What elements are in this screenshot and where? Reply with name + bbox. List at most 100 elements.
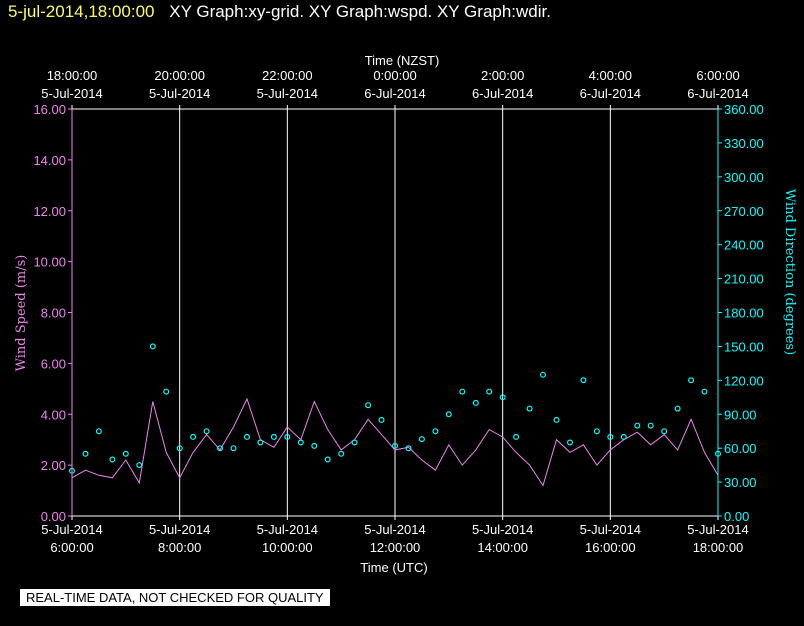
wind-direction-point [674, 405, 681, 412]
wind-direction-point [418, 436, 425, 443]
x-top-tick-date: 6-Jul-2014 [687, 86, 748, 101]
x-bottom-tick-time: 8:00:00 [158, 540, 201, 555]
x-bottom-tick-date: 5-Jul-2014 [472, 522, 533, 537]
wind-direction-point [163, 388, 170, 395]
y-left-tick-label: 10.00 [33, 255, 66, 270]
wind-direction-point [311, 442, 318, 449]
wind-direction-point [701, 388, 708, 395]
quality-warning: REAL-TIME DATA, NOT CHECKED FOR QUALITY [20, 589, 330, 606]
x-axis-label-top: Time (NZST) [365, 53, 440, 68]
x-top-tick-date: 6-Jul-2014 [364, 86, 425, 101]
x-bottom-tick-date: 5-Jul-2014 [149, 522, 210, 537]
y-right-tick-label: 270.00 [724, 204, 764, 219]
y-left-tick-label: 6.00 [41, 356, 66, 371]
wind-direction-point [122, 450, 129, 457]
wind-direction-point [136, 462, 143, 469]
wind-direction-point [270, 433, 277, 440]
x-top-tick-time: 6:00:00 [696, 68, 739, 83]
wind-direction-point [338, 450, 345, 457]
x-top-tick-date: 5-Jul-2014 [149, 86, 210, 101]
y-left-tick-label: 14.00 [33, 153, 66, 168]
wind-direction-point [432, 428, 439, 435]
x-bottom-tick-date: 5-Jul-2014 [580, 522, 641, 537]
y-left-tick-label: 4.00 [41, 407, 66, 422]
chart-header: 5-jul-2014,18:00:00 XY Graph:xy-grid. XY… [8, 2, 551, 22]
wind-direction-point [297, 439, 304, 446]
wind-direction-point [688, 377, 695, 384]
wind-direction-point [217, 445, 224, 452]
grid-layer [179, 109, 611, 516]
wind-direction-point [566, 439, 573, 446]
wind-direction-point [351, 439, 358, 446]
y-left-tick-label: 12.00 [33, 204, 66, 219]
wind-direction-point [190, 433, 197, 440]
wind-direction-point [176, 445, 183, 452]
x-bottom-tick-time: 10:00:00 [262, 540, 313, 555]
wind-direction-point [513, 433, 520, 440]
y-right-tick-label: 90.00 [724, 407, 757, 422]
y-right-tick-label: 30.00 [724, 475, 757, 490]
y-right-tick-label: 360.00 [724, 102, 764, 117]
y-right-tick-label: 330.00 [724, 136, 764, 151]
x-top-tick-date: 6-Jul-2014 [580, 86, 641, 101]
wind-direction-point [526, 405, 533, 412]
y-left-tick-label: 8.00 [41, 306, 66, 321]
x-bottom-tick-date: 5-Jul-2014 [257, 522, 318, 537]
wind-direction-point [244, 433, 251, 440]
x-bottom-tick-date: 5-Jul-2014 [41, 522, 102, 537]
wind-direction-point [499, 394, 506, 401]
x-bottom-tick-time: 18:00:00 [693, 540, 744, 555]
wind-direction-point [459, 388, 466, 395]
wind-direction-point [82, 450, 89, 457]
x-bottom-tick-date: 5-Jul-2014 [364, 522, 425, 537]
y-axis-label-left: Wind Speed (m/s) [14, 255, 29, 372]
x-bottom-tick-time: 12:00:00 [370, 540, 421, 555]
y-axis-label-right: Wind Direction (degrees) [782, 189, 797, 355]
wind-direction-point [472, 399, 479, 406]
x-bottom-tick-time: 16:00:00 [585, 540, 636, 555]
wind-direction-point [324, 456, 331, 463]
wind-direction-point [230, 445, 237, 452]
wind-direction-point [607, 433, 614, 440]
wind-direction-point [634, 422, 641, 429]
y-left-tick-label: 2.00 [41, 458, 66, 473]
wind-direction-point [580, 377, 587, 384]
y-right-tick-label: 120.00 [724, 373, 764, 388]
y-left-tick-label: 0.00 [41, 509, 66, 524]
wind-direction-point [553, 416, 560, 423]
x-bottom-tick-date: 5-Jul-2014 [687, 522, 748, 537]
wind-direction-point [149, 343, 156, 350]
x-top-tick-date: 5-Jul-2014 [41, 86, 102, 101]
y-left-tick-label: 16.00 [33, 102, 66, 117]
x-top-tick-time: 22:00:00 [262, 68, 313, 83]
x-top-tick-time: 0:00:00 [373, 68, 416, 83]
x-axis-label-bottom: Time (UTC) [360, 560, 427, 575]
x-top-tick-time: 4:00:00 [589, 68, 632, 83]
wind-direction-point [445, 411, 452, 418]
y-right-tick-label: 60.00 [724, 441, 757, 456]
wind-direction-point [95, 428, 102, 435]
wind-direction-point [392, 442, 399, 449]
wind-direction-point [661, 428, 668, 435]
x-top-tick-date: 6-Jul-2014 [472, 86, 533, 101]
wind-direction-point [365, 402, 372, 409]
x-top-tick-time: 2:00:00 [481, 68, 524, 83]
y-right-tick-label: 240.00 [724, 238, 764, 253]
y-right-tick-label: 300.00 [724, 170, 764, 185]
wind-direction-point [257, 439, 264, 446]
x-top-tick-date: 5-Jul-2014 [257, 86, 318, 101]
y-right-tick-label: 0.00 [724, 509, 749, 524]
wind-direction-point [647, 422, 654, 429]
header-timestamp: 5-jul-2014,18:00:00 [8, 2, 155, 21]
wind-direction-point [539, 371, 546, 378]
header-title: XY Graph:xy-grid. XY Graph:wspd. XY Grap… [169, 2, 551, 21]
axis-layer: 0.00 2.00 4.00 6.00 8.00 10.00 12.00 14.00 16.00… [33, 68, 763, 555]
x-bottom-tick-time: 6:00:00 [50, 540, 93, 555]
wind-direction-point [593, 428, 600, 435]
wind-direction-point [284, 433, 291, 440]
wind-direction-point [203, 428, 210, 435]
wind-direction-point [486, 388, 493, 395]
wind-speed-line [71, 397, 719, 487]
x-top-tick-time: 18:00:00 [47, 68, 98, 83]
